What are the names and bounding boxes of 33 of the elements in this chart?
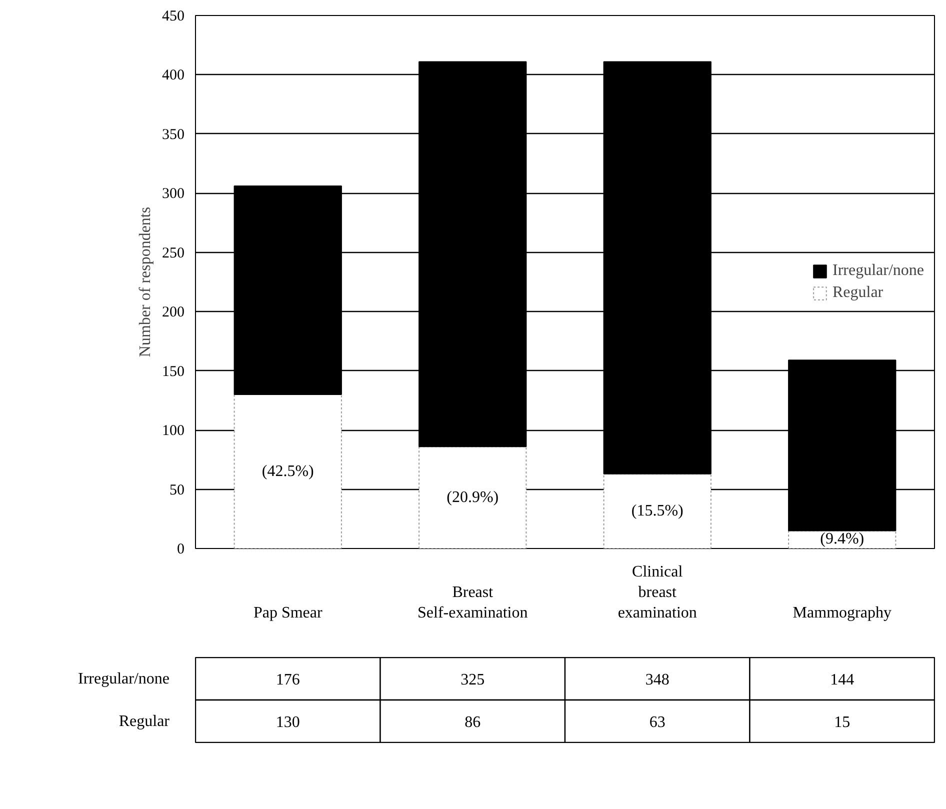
y-tick-label: 100 <box>162 423 184 440</box>
data-label: 176 <box>276 671 300 688</box>
annotation: (15.5%) <box>631 502 684 520</box>
y-tick-label: 50 <box>170 482 184 498</box>
data-label: 130 <box>276 714 300 731</box>
y-tick-label: 400 <box>162 68 184 84</box>
data-label: 15 <box>834 714 850 731</box>
legend-label: Regular <box>832 284 884 302</box>
y-tick-label: 0 <box>177 542 184 558</box>
y-tick-label: 150 <box>162 364 184 380</box>
y-tick-label: 350 <box>162 126 184 143</box>
legend-label: Irregular/none <box>832 262 924 280</box>
data-label: 144 <box>830 671 854 688</box>
data-label: 86 <box>464 714 481 731</box>
y-tick-label: 300 <box>162 186 184 202</box>
data-label: 63 <box>649 714 666 731</box>
data-label: 325 <box>460 671 485 688</box>
annotation: (42.5%) <box>262 463 314 480</box>
y-tick-label: 200 <box>162 304 184 321</box>
bar <box>603 473 712 548</box>
x-tick-label: Mammography <box>792 604 892 622</box>
annotation: (20.9%) <box>446 489 499 506</box>
y-tick-label: 450 <box>162 8 184 24</box>
bar <box>234 186 342 396</box>
data-label: 348 <box>645 671 670 688</box>
bar <box>234 394 342 548</box>
annotation: (9.4%) <box>820 530 864 548</box>
x-tick-label: Pap Smear <box>253 604 323 622</box>
y-tick-label: 250 <box>162 245 184 262</box>
y-axis-title: Number of respondents <box>137 206 154 358</box>
x-tick-label: Breast Self-examination <box>418 584 528 622</box>
x-tick-label: Clinical breast examination <box>618 564 697 622</box>
bar <box>418 446 527 548</box>
